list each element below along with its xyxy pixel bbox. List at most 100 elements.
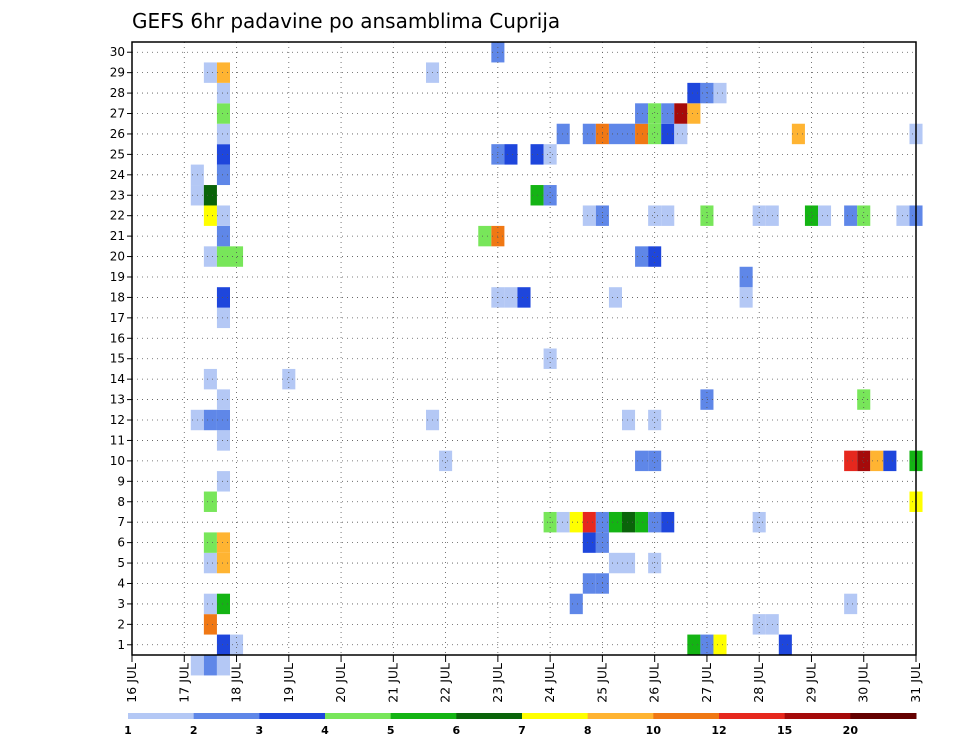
x-tick-label: 29 JUL: [803, 663, 818, 703]
heatmap-cell: [216, 430, 230, 451]
heatmap-cell: [543, 144, 557, 165]
y-tick-label: 30: [110, 45, 125, 59]
colorbar-label: 5: [387, 724, 395, 737]
colorbar-segment: [390, 713, 457, 719]
x-tick-label: 26 JUL: [647, 663, 662, 703]
heatmap-cell: [190, 655, 204, 676]
y-tick-label: 13: [110, 393, 125, 407]
heatmap-cell: [752, 205, 766, 226]
heatmap-cell: [282, 368, 296, 390]
y-tick-label: 20: [110, 250, 125, 264]
heatmap-cell: [203, 246, 217, 267]
colorbar-label: 3: [256, 724, 264, 737]
x-tick-label: 25 JUL: [594, 663, 609, 703]
heatmap-cell: [687, 82, 701, 104]
colorbar-segment: [325, 713, 392, 719]
heatmap-cell: [857, 389, 871, 410]
heatmap-cell: [203, 655, 217, 676]
heatmap-cell: [635, 246, 649, 267]
colorbar-label: 20: [843, 724, 859, 737]
heatmap-cell: [203, 532, 217, 553]
x-tick-label: 19 JUL: [281, 663, 296, 703]
heatmap-cell: [216, 287, 230, 308]
y-tick-label: 16: [110, 331, 125, 345]
heatmap-cell: [778, 634, 792, 655]
colorbar-segment: [850, 713, 917, 719]
x-tick-label: 17 JUL: [176, 663, 191, 703]
y-tick-label: 11: [110, 433, 125, 447]
colorbar-label: 7: [518, 724, 526, 737]
y-tick-label: 7: [117, 515, 125, 529]
y-tick-label: 19: [110, 270, 125, 284]
heatmap-cell: [582, 511, 596, 533]
heatmap-cell: [844, 593, 858, 615]
heatmap-cell: [203, 409, 217, 431]
heatmap-cell: [216, 532, 230, 553]
colorbar-label: 1: [124, 724, 132, 737]
heatmap-cell: [687, 103, 701, 124]
heatmap-cell: [700, 634, 714, 655]
x-tick-label: 22 JUL: [438, 663, 453, 703]
colorbar-label: 8: [584, 724, 592, 737]
colorbar-segment: [128, 713, 195, 719]
heatmap-cell: [857, 205, 871, 226]
grid-lines: [131, 42, 917, 655]
heatmap-cell: [582, 532, 596, 553]
heatmap-cell: [504, 144, 518, 165]
heatmap-cell: [818, 205, 832, 226]
heatmap-cell: [216, 246, 230, 267]
y-tick-label: 8: [117, 495, 125, 509]
heatmap-cells: [190, 42, 923, 676]
heatmap-cell: [216, 634, 230, 655]
heatmap-cell: [700, 82, 714, 104]
heatmap-cell: [700, 389, 714, 410]
heatmap-cell: [674, 103, 688, 124]
heatmap-cell: [635, 103, 649, 124]
heatmap-cell: [883, 450, 897, 472]
heatmap-cell: [739, 266, 753, 288]
heatmap-cell: [635, 511, 649, 533]
heatmap-cell: [203, 62, 217, 83]
heatmap-cell: [230, 634, 244, 655]
heatmap-cell: [504, 287, 518, 308]
heatmap-cell: [216, 123, 230, 145]
heatmap-cell: [203, 614, 217, 635]
heatmap-cell: [216, 389, 230, 410]
heatmap-cell: [804, 205, 818, 226]
heatmap-cell: [216, 307, 230, 329]
colorbar-segment: [259, 713, 326, 719]
x-tick-label: 28 JUL: [751, 663, 766, 703]
x-tick-label: 18 JUL: [229, 663, 244, 703]
y-tick-label: 23: [110, 188, 125, 202]
heatmap-cell: [216, 552, 230, 574]
x-tick-label: 30 JUL: [856, 663, 871, 703]
y-tick-label: 29: [110, 66, 125, 80]
colorbar-segment: [587, 713, 654, 719]
heatmap-cell: [582, 123, 596, 145]
colorbar-label: 4: [321, 724, 329, 737]
heatmap-cell: [648, 123, 662, 145]
y-tick-label: 24: [110, 168, 125, 182]
colorbar-segment: [522, 713, 589, 719]
heatmap-cell: [216, 164, 230, 186]
heatmap-cell: [569, 511, 583, 533]
heatmap-cell: [752, 614, 766, 635]
colorbar-label: 6: [453, 724, 461, 737]
x-tick-label: 20 JUL: [333, 663, 348, 703]
heatmap-cell: [648, 450, 662, 472]
heatmap-cell: [635, 123, 649, 145]
heatmap-cell: [713, 82, 727, 104]
y-tick-label: 5: [117, 556, 125, 570]
heatmap-cell: [713, 634, 727, 655]
heatmap-cell: [517, 287, 531, 308]
colorbar-label: 15: [777, 724, 792, 737]
y-tick-label: 25: [110, 147, 125, 161]
colorbar-segment: [784, 713, 851, 719]
heatmap-cell: [791, 123, 805, 145]
heatmap-cell: [203, 368, 217, 390]
heatmap-cell: [478, 225, 492, 247]
heatmap-cell: [230, 246, 244, 267]
heatmap-cell: [608, 511, 622, 533]
axes: 1234567891011121314151617181920212223242…: [110, 45, 923, 702]
colorbar-legend: 1 2 3 4 5 6 7 8 10 12 15 20: [124, 713, 917, 737]
